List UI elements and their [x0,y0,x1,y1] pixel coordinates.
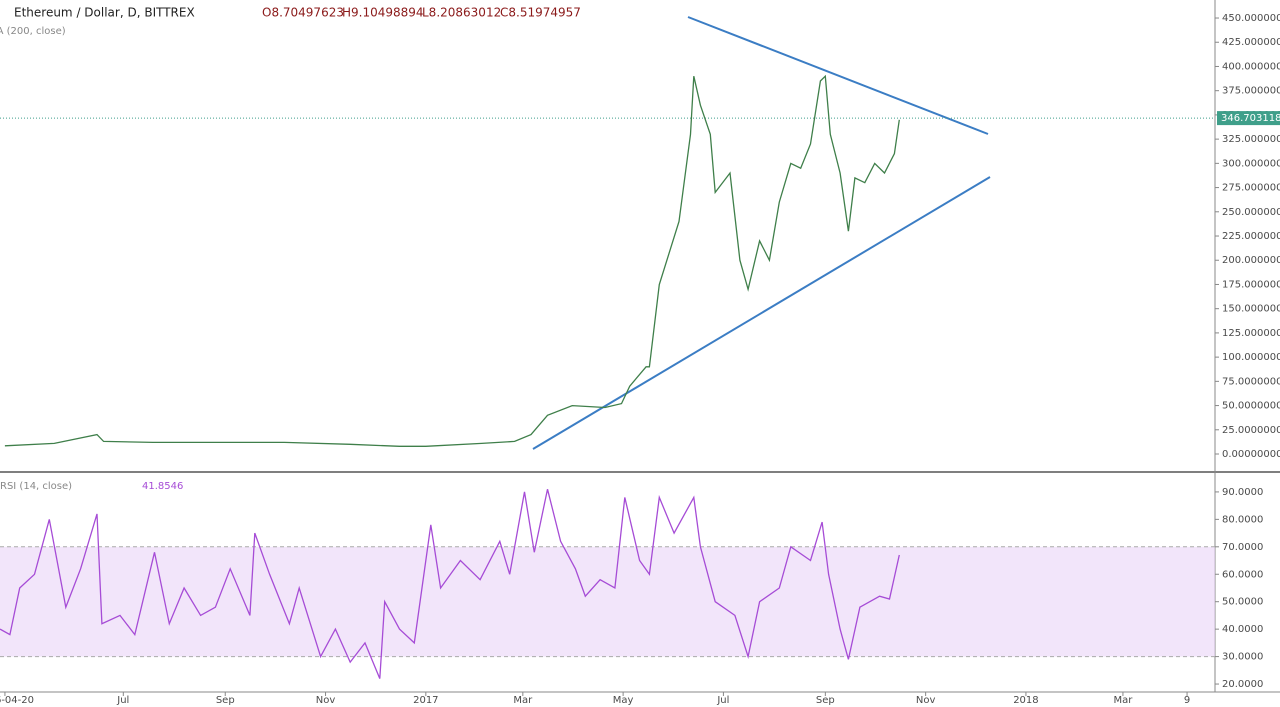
x-tick-label: 2018 [1013,695,1038,706]
y-tick-label: 200.00000000 [1222,255,1280,266]
y-tick-label: 90.0000 [1222,487,1263,498]
y-tick-label: 80.0000 [1222,514,1263,525]
chart-title: Ethereum / Dollar, D, BITTREX [14,6,195,20]
y-tick-label: 0.00000000 [1222,449,1280,460]
y-tick-label: 450.00000000 [1222,13,1280,24]
last-price-label: 346.70311800 [1221,113,1280,124]
y-tick-label: 175.00000000 [1222,279,1280,290]
y-tick-label: 60.0000 [1222,569,1263,580]
x-tick-label: Nov [916,695,936,706]
x-tick-label: Mar [513,695,533,706]
y-tick-label: 275.00000000 [1222,183,1280,194]
x-tick-label: Sep [816,695,835,706]
indicator-legend[interactable]: MA (200, close) [0,26,66,37]
y-tick-label: 250.00000000 [1222,207,1280,218]
y-tick-label: 100.00000000 [1222,352,1280,363]
x-tick-label: 2016-04-20 [0,695,34,706]
ohlc-open: O8.70497623 [262,6,344,20]
y-tick-label: 50.0000 [1222,597,1263,608]
trend-line [687,16,989,135]
y-tick-label: 30.0000 [1222,652,1263,663]
y-tick-label: 225.00000000 [1222,231,1280,242]
series-line [4,74,900,447]
x-tick-label: Jul [116,695,129,706]
x-tick-label: Mar [1113,695,1133,706]
y-tick-label: 425.00000000 [1222,37,1280,48]
x-tick-label: 9 [1184,695,1190,706]
y-tick-label: 325.00000000 [1222,134,1280,145]
y-tick-label: 25.00000000 [1222,425,1280,436]
series-line [0,489,900,679]
y-tick-label: 150.00000000 [1222,304,1280,315]
ohlc-close: C8.51974957 [500,6,581,20]
x-tick-label: 2017 [413,695,438,706]
y-tick-label: 300.00000000 [1222,158,1280,169]
rsi-band [0,546,1215,657]
y-tick-label: 50.00000000 [1222,401,1280,412]
x-tick-label: Jul [716,695,729,706]
x-tick-label: Nov [316,695,336,706]
y-tick-label: 70.0000 [1222,542,1263,553]
trend-line [532,176,991,450]
x-tick-label: Sep [216,695,235,706]
y-tick-label: 75.00000000 [1222,376,1280,387]
x-tick-label: May [613,695,634,706]
rsi-current: 41.8546 [142,481,183,492]
last-price-box [1217,111,1280,126]
y-tick-label: 40.0000 [1222,624,1263,635]
y-tick-label: 400.00000000 [1222,61,1280,72]
y-tick-label: 125.00000000 [1222,328,1280,339]
y-tick-label: 20.0000 [1222,679,1263,690]
ohlc-high: H9.10498894 [342,6,424,20]
y-tick-label: 375.00000000 [1222,86,1280,97]
rsi-legend[interactable]: RSI (14, close) [0,481,72,492]
ohlc-low: L8.20863012 [422,6,501,20]
